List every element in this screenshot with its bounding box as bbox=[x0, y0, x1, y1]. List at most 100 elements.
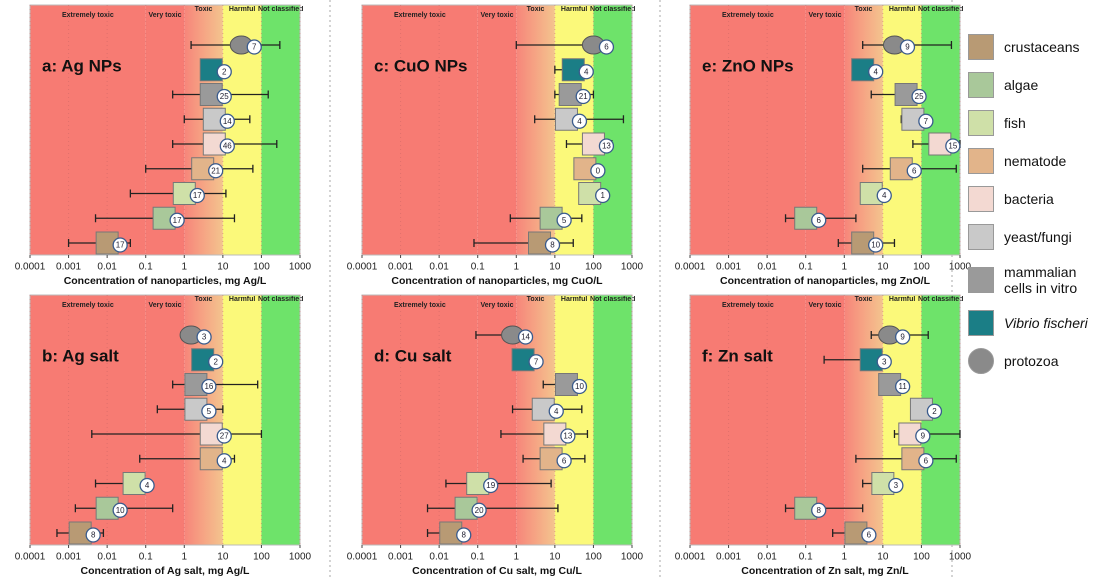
legend-item: Vibrio fischeri bbox=[968, 304, 1108, 342]
count-label: 4 bbox=[222, 456, 227, 465]
x-tick-label: 1000 bbox=[621, 552, 644, 563]
x-tick-label: 10 bbox=[877, 262, 889, 273]
count-label: 0 bbox=[596, 166, 601, 175]
x-axis-label: Concentration of Cu salt, mg Cu/L bbox=[412, 565, 582, 577]
band-label-box: Not classified bbox=[583, 296, 642, 316]
x-tick-label: 10 bbox=[549, 552, 561, 563]
count-label: 46 bbox=[223, 142, 232, 151]
chart: Extremely toxicVery toxicToxicHarmfulNot… bbox=[0, 0, 1113, 580]
count-label: 8 bbox=[550, 241, 555, 250]
legend-label: nematode bbox=[1004, 153, 1066, 169]
x-tick-label: 0.0001 bbox=[347, 552, 378, 563]
x-tick-label: 0.001 bbox=[56, 552, 81, 563]
count-label: 6 bbox=[816, 216, 821, 225]
x-tick-label: 0.1 bbox=[471, 262, 485, 273]
count-label: 7 bbox=[534, 357, 539, 366]
count-label: 9 bbox=[921, 432, 926, 441]
legend-swatch bbox=[968, 224, 994, 250]
count-label: 8 bbox=[91, 531, 96, 540]
figure: Extremely toxicVery toxicToxicHarmfulNot… bbox=[0, 0, 1113, 580]
count-label: 10 bbox=[871, 241, 880, 250]
x-tick-label: 1 bbox=[514, 552, 520, 563]
toxicity-band bbox=[593, 295, 632, 545]
count-label: 4 bbox=[882, 191, 887, 200]
band-label: Not classified bbox=[911, 296, 970, 304]
toxicity-band bbox=[844, 295, 883, 545]
band-label: Not classified bbox=[911, 6, 970, 14]
x-tick-label: 1000 bbox=[621, 262, 644, 273]
legend-label: fish bbox=[1004, 115, 1026, 131]
x-tick-label: 0.01 bbox=[757, 262, 777, 273]
legend-item: fish bbox=[968, 104, 1108, 142]
toxicity-band bbox=[30, 295, 146, 545]
legend-label: mammalian cells in vitro bbox=[1004, 264, 1104, 296]
x-tick-label: 0.1 bbox=[139, 552, 153, 563]
count-label: 2 bbox=[222, 67, 227, 76]
count-label: 4 bbox=[584, 67, 589, 76]
x-tick-label: 100 bbox=[913, 552, 930, 563]
count-label: 10 bbox=[575, 382, 584, 391]
panel-title: a: Ag NPs bbox=[42, 56, 122, 75]
toxicity-band bbox=[30, 5, 146, 255]
band-label: Not classified bbox=[251, 6, 310, 14]
x-tick-label: 0.0001 bbox=[15, 552, 46, 563]
x-tick-label: 0.01 bbox=[429, 262, 449, 273]
x-axis-label: Concentration of nanoparticles, mg ZnO/L bbox=[720, 275, 931, 287]
count-label: 7 bbox=[924, 117, 929, 126]
count-label: 19 bbox=[486, 481, 495, 490]
x-tick-label: 0.1 bbox=[471, 552, 485, 563]
count-label: 3 bbox=[894, 481, 899, 490]
x-tick-label: 0.1 bbox=[139, 262, 153, 273]
legend-swatch bbox=[968, 310, 994, 336]
count-label: 4 bbox=[873, 67, 878, 76]
x-tick-label: 10 bbox=[217, 552, 229, 563]
count-label: 6 bbox=[604, 43, 609, 52]
panel-title: b: Ag salt bbox=[42, 346, 119, 365]
legend-swatch bbox=[968, 34, 994, 60]
x-tick-label: 0.01 bbox=[757, 552, 777, 563]
x-tick-label: 10 bbox=[549, 262, 561, 273]
x-axis-label: Concentration of Zn salt, mg Zn/L bbox=[741, 565, 909, 577]
band-label: Not classified bbox=[251, 296, 310, 304]
legend-item: crustaceans bbox=[968, 28, 1108, 66]
band-label-box: Not classified bbox=[583, 6, 642, 26]
x-tick-label: 0.1 bbox=[799, 552, 813, 563]
legend-label: protozoa bbox=[1004, 353, 1058, 369]
band-label-box: Not classified bbox=[911, 6, 970, 26]
legend-item: algae bbox=[968, 66, 1108, 104]
legend-item: nematode bbox=[968, 142, 1108, 180]
count-label: 6 bbox=[867, 531, 872, 540]
x-tick-label: 1 bbox=[514, 262, 520, 273]
x-tick-label: 0.001 bbox=[388, 262, 413, 273]
count-label: 17 bbox=[193, 191, 202, 200]
band-label: Not classified bbox=[583, 6, 642, 14]
x-tick-label: 10 bbox=[877, 552, 889, 563]
legend: crustaceansalgae fish nematode bacteria yeas… bbox=[968, 28, 1108, 380]
x-tick-label: 0.01 bbox=[429, 552, 449, 563]
count-label: 25 bbox=[915, 92, 924, 101]
x-tick-label: 0.0001 bbox=[347, 262, 378, 273]
count-label: 1 bbox=[600, 191, 605, 200]
legend-swatch bbox=[968, 186, 994, 212]
panel-title: d: Cu salt bbox=[374, 346, 452, 365]
x-tick-label: 0.0001 bbox=[675, 262, 706, 273]
x-tick-label: 100 bbox=[913, 262, 930, 273]
count-label: 4 bbox=[554, 407, 559, 416]
x-tick-label: 100 bbox=[253, 262, 270, 273]
toxicity-band bbox=[362, 5, 478, 255]
legend-swatch bbox=[968, 267, 994, 293]
x-tick-label: 0.01 bbox=[97, 552, 117, 563]
count-label: 21 bbox=[579, 92, 588, 101]
toxicity-band bbox=[261, 295, 300, 545]
count-label: 6 bbox=[924, 456, 929, 465]
legend-label: bacteria bbox=[1004, 191, 1054, 207]
toxicity-band bbox=[690, 295, 806, 545]
count-label: 20 bbox=[475, 506, 484, 515]
x-tick-label: 0.001 bbox=[716, 262, 741, 273]
band-label-box: Not classified bbox=[911, 296, 970, 316]
legend-swatch bbox=[968, 348, 994, 374]
x-tick-label: 1 bbox=[842, 552, 848, 563]
legend-item: yeast/fungi bbox=[968, 218, 1108, 256]
count-label: 13 bbox=[563, 432, 572, 441]
x-tick-label: 1 bbox=[182, 262, 188, 273]
